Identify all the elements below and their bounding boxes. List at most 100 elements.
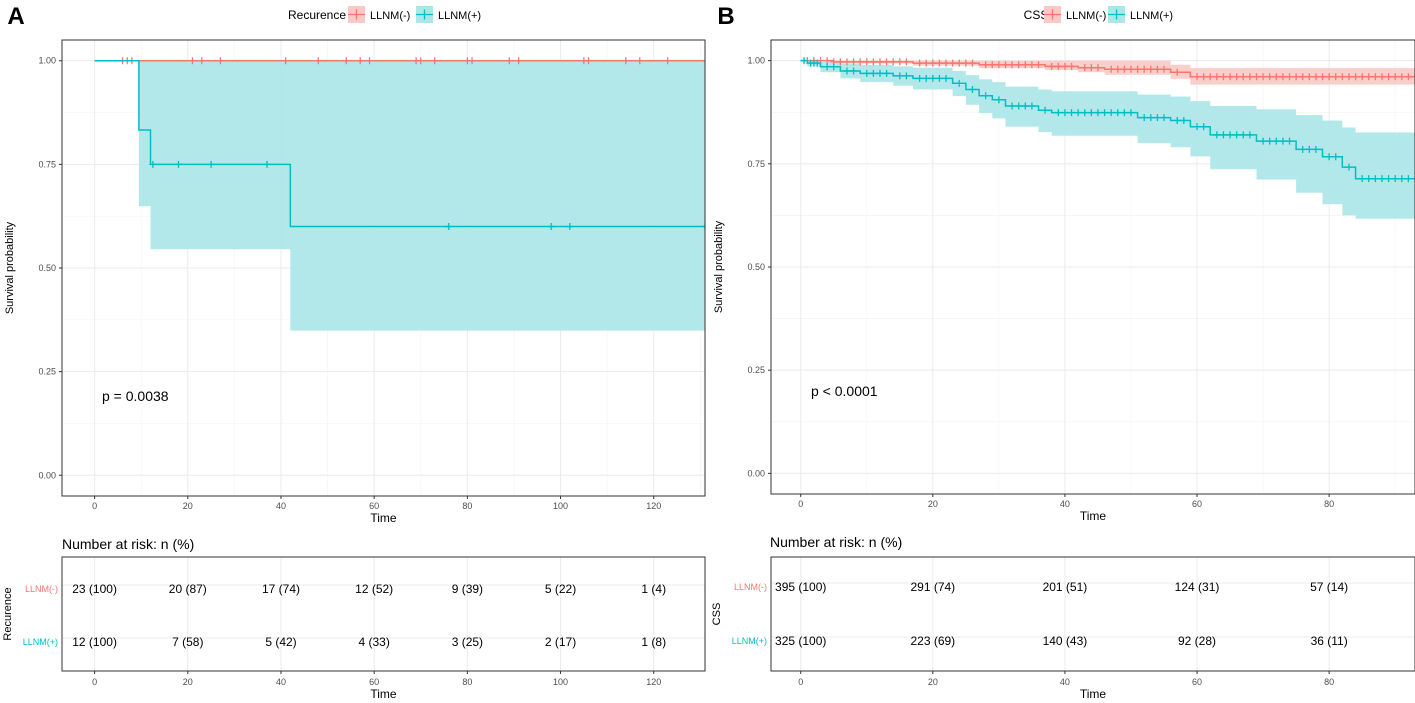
censor-mark	[1332, 73, 1340, 81]
censor-mark	[1147, 65, 1155, 73]
censor-mark	[1371, 73, 1379, 81]
censor-mark	[955, 59, 963, 67]
risk-x-tick-label: 40	[1060, 677, 1070, 687]
legend-label: LLNM(+)	[1130, 10, 1173, 22]
risk-x-axis-title: Time	[370, 687, 397, 701]
censor-mark	[1219, 73, 1227, 81]
censor-mark	[863, 58, 871, 66]
censor-mark	[1114, 109, 1122, 117]
censor-mark	[1391, 73, 1399, 81]
y-axis-title: Survival probability	[713, 220, 725, 313]
x-tick-label: 80	[1324, 499, 1334, 509]
censor-mark	[1226, 73, 1234, 81]
censor-mark	[1325, 153, 1333, 161]
censor-mark	[883, 69, 891, 77]
censor-mark	[1398, 175, 1406, 183]
y-tick-label: 0.50	[747, 262, 765, 272]
censor-mark	[869, 58, 877, 66]
risk-row-label: LLNM(+)	[732, 636, 767, 646]
risk-x-tick-label: 0	[798, 677, 803, 687]
censor-mark	[883, 58, 891, 66]
censor-mark	[1087, 64, 1095, 72]
censor-mark	[1021, 61, 1029, 69]
censor-mark	[505, 57, 513, 65]
ci-ribbon-LLNM(-)	[800, 60, 1415, 85]
censor-mark	[1398, 73, 1406, 81]
censor-mark	[1358, 175, 1366, 183]
risk-cell: 92 (28)	[1178, 634, 1216, 648]
censor-mark	[1292, 73, 1300, 81]
censor-mark	[929, 74, 937, 82]
y-tick-label: 1.00	[38, 56, 56, 66]
risk-x-tick-label: 60	[1192, 677, 1202, 687]
censor-mark	[968, 86, 976, 94]
censor-mark	[1015, 102, 1023, 110]
risk-x-tick-label: 40	[276, 677, 286, 687]
censor-mark	[1061, 109, 1069, 117]
risk-cell: 12 (100)	[72, 635, 117, 649]
risk-row-label: LLNM(-)	[25, 584, 58, 594]
censor-mark	[876, 58, 884, 66]
censor-mark	[342, 57, 350, 65]
censor-mark	[1305, 145, 1313, 153]
censor-mark	[1140, 65, 1148, 73]
legend-title: Recurence	[288, 8, 346, 22]
legend-label: LLNM(-)	[1066, 10, 1106, 22]
censor-mark	[836, 58, 844, 66]
censor-mark	[1305, 73, 1313, 81]
y-tick-label: 0.50	[38, 263, 56, 273]
x-tick-label: 60	[369, 501, 379, 511]
censor-mark	[1233, 131, 1241, 139]
x-tick-label: 20	[928, 499, 938, 509]
censor-mark	[1008, 61, 1016, 69]
censor-mark	[1107, 109, 1115, 117]
censor-mark	[922, 74, 930, 82]
censor-mark	[1028, 102, 1036, 110]
censor-mark	[1048, 62, 1056, 70]
censor-mark	[1068, 109, 1076, 117]
censor-mark	[929, 59, 937, 67]
risk-cell: 1 (4)	[641, 582, 666, 596]
censor-mark	[955, 79, 963, 87]
censor-mark	[701, 223, 705, 231]
censor-mark	[1219, 131, 1227, 139]
km-panel-a: A Recurence LLNM(-) LLNM(+) 0 20 40 60 80 100 120 0…	[2, 3, 706, 701]
survival-line-LLNM(+)	[94, 59, 705, 228]
risk-x-tick-label: 80	[462, 677, 472, 687]
censor-mark	[1127, 109, 1135, 117]
censor-mark	[1319, 73, 1327, 81]
censor-mark	[1147, 114, 1155, 122]
censor-mark	[1299, 73, 1307, 81]
censor-mark	[1180, 116, 1188, 124]
censor-mark	[1127, 65, 1135, 73]
x-tick-label: 40	[276, 501, 286, 511]
censor-mark	[1021, 102, 1029, 110]
censor-mark	[1365, 175, 1373, 183]
x-axis-title: Time	[1080, 509, 1107, 523]
censor-mark	[547, 223, 555, 231]
censor-mark	[982, 61, 990, 69]
censor-mark	[1272, 137, 1280, 145]
risk-cell: 5 (22)	[545, 582, 576, 596]
censor-mark	[995, 96, 1003, 104]
censor-mark	[962, 59, 970, 67]
censor-mark	[198, 57, 206, 65]
y-tick-label: 0.00	[747, 468, 765, 478]
risk-table-background	[62, 557, 705, 671]
risk-x-tick-label: 120	[646, 677, 661, 687]
censor-mark	[850, 67, 858, 75]
censor-mark	[1193, 73, 1201, 81]
censor-mark	[1173, 68, 1181, 76]
censor-mark	[1279, 73, 1287, 81]
censor-mark	[1266, 73, 1274, 81]
censor-mark	[1068, 62, 1076, 70]
censor-mark	[916, 74, 924, 82]
p-value: p = 0.0038	[102, 388, 169, 404]
censor-mark	[366, 57, 374, 65]
censor-mark	[1378, 73, 1386, 81]
risk-y-axis-title: CSS	[711, 603, 723, 626]
censor-mark	[515, 57, 523, 65]
ci-ribbon-LLNM(+)	[800, 60, 1415, 219]
censor-mark	[1365, 73, 1373, 81]
